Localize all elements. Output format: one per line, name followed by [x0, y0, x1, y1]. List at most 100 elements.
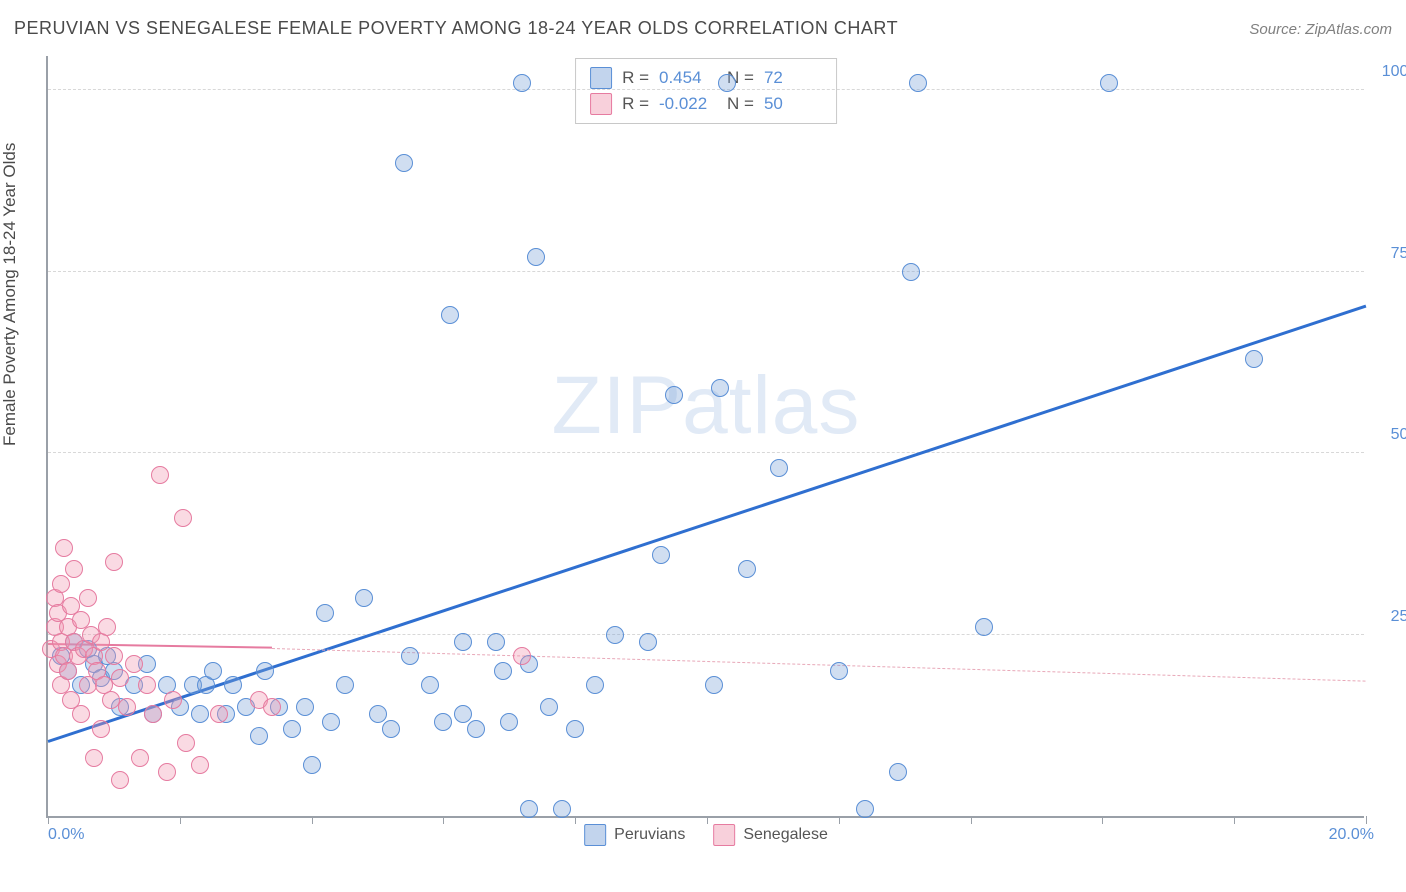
data-point	[355, 589, 373, 607]
data-point	[322, 713, 340, 731]
gridline	[48, 89, 1364, 90]
n-value-peruvians: 72	[764, 68, 822, 88]
swatch-pink-icon	[590, 93, 612, 115]
data-point	[174, 509, 192, 527]
source-attribution: Source: ZipAtlas.com	[1249, 21, 1392, 38]
data-point	[102, 691, 120, 709]
data-point	[98, 618, 116, 636]
data-point	[434, 713, 452, 731]
chart-title: PERUVIAN VS SENEGALESE FEMALE POVERTY AM…	[14, 18, 898, 39]
data-point	[487, 633, 505, 651]
r-label: R =	[622, 68, 649, 88]
data-point	[118, 698, 136, 716]
x-axis-min-label: 0.0%	[48, 826, 84, 844]
legend-item-peruvians: Peruvians	[584, 824, 685, 846]
data-point	[336, 676, 354, 694]
data-point	[711, 379, 729, 397]
gridline	[48, 452, 1364, 453]
data-point	[55, 539, 73, 557]
data-point	[158, 763, 176, 781]
data-point	[454, 705, 472, 723]
data-point	[553, 800, 571, 818]
data-point	[144, 705, 162, 723]
data-point	[494, 662, 512, 680]
data-point	[639, 633, 657, 651]
data-point	[500, 713, 518, 731]
data-point	[303, 756, 321, 774]
swatch-blue-icon	[584, 824, 606, 846]
data-point	[224, 676, 242, 694]
data-point	[263, 698, 281, 716]
stats-row-peruvians: R = 0.454 N = 72	[590, 65, 822, 91]
x-tick	[180, 816, 181, 824]
data-point	[177, 734, 195, 752]
watermark-text: ZIPatlas	[552, 360, 861, 451]
data-point	[718, 74, 736, 92]
gridline	[48, 271, 1364, 272]
r-value-peruvians: 0.454	[659, 68, 717, 88]
x-tick	[312, 816, 313, 824]
data-point	[401, 647, 419, 665]
y-tick-label: 100.0%	[1382, 63, 1406, 81]
scatter-plot-area: ZIPatlas R = 0.454 N = 72 R = -0.022 N =…	[46, 56, 1364, 818]
x-tick	[971, 816, 972, 824]
source-label: Source:	[1249, 21, 1301, 38]
x-tick	[1234, 816, 1235, 824]
data-point	[665, 386, 683, 404]
y-tick-label: 75.0%	[1391, 245, 1406, 263]
data-point	[111, 771, 129, 789]
x-tick	[839, 816, 840, 824]
data-point	[513, 647, 531, 665]
data-point	[902, 263, 920, 281]
data-point	[382, 720, 400, 738]
data-point	[652, 546, 670, 564]
source-link[interactable]: ZipAtlas.com	[1305, 21, 1392, 38]
gridline	[48, 634, 1364, 635]
data-point	[92, 720, 110, 738]
data-point	[520, 800, 538, 818]
data-point	[204, 662, 222, 680]
x-tick	[707, 816, 708, 824]
data-point	[131, 749, 149, 767]
data-point	[395, 154, 413, 172]
data-point	[72, 705, 90, 723]
r-value-senegalese: -0.022	[659, 94, 717, 114]
data-point	[191, 705, 209, 723]
legend-label: Peruvians	[614, 826, 685, 844]
legend: Peruvians Senegalese	[584, 824, 828, 846]
x-tick	[1102, 816, 1103, 824]
data-point	[125, 655, 143, 673]
data-point	[1100, 74, 1118, 92]
data-point	[467, 720, 485, 738]
y-tick-label: 50.0%	[1391, 426, 1406, 444]
x-tick	[575, 816, 576, 824]
data-point	[256, 662, 274, 680]
data-point	[164, 691, 182, 709]
data-point	[889, 763, 907, 781]
data-point	[421, 676, 439, 694]
y-axis-label: Female Poverty Among 18-24 Year Olds	[0, 143, 20, 446]
data-point	[296, 698, 314, 716]
x-axis-max-label: 20.0%	[1329, 826, 1374, 844]
legend-label: Senegalese	[743, 826, 828, 844]
x-tick	[1366, 816, 1367, 824]
n-value-senegalese: 50	[764, 94, 822, 114]
data-point	[856, 800, 874, 818]
data-point	[79, 589, 97, 607]
stats-row-senegalese: R = -0.022 N = 50	[590, 91, 822, 117]
data-point	[738, 560, 756, 578]
x-tick	[48, 816, 49, 824]
data-point	[454, 633, 472, 651]
data-point	[316, 604, 334, 622]
data-point	[250, 727, 268, 745]
x-tick	[443, 816, 444, 824]
data-point	[540, 698, 558, 716]
data-point	[513, 74, 531, 92]
data-point	[210, 705, 228, 723]
data-point	[770, 459, 788, 477]
n-label: N =	[727, 94, 754, 114]
data-point	[566, 720, 584, 738]
y-tick-label: 25.0%	[1391, 608, 1406, 626]
data-point	[586, 676, 604, 694]
data-point	[606, 626, 624, 644]
